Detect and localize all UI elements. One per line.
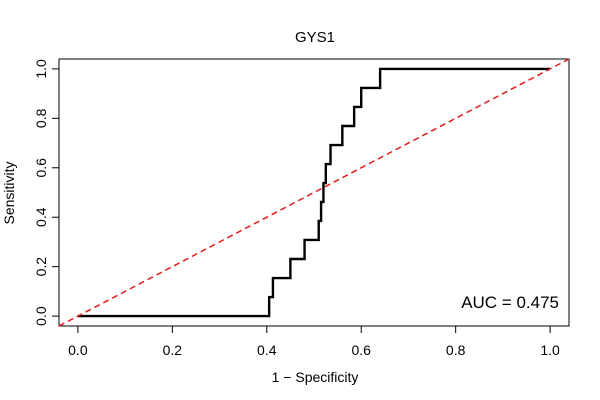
y-tick-label: 0.6: [33, 158, 49, 178]
y-tick-label: 0.4: [33, 207, 49, 227]
reference-diagonal-line: [58, 58, 570, 327]
x-tick-label: 0.4: [257, 342, 277, 358]
x-axis: 0.0 0.2 0.4 0.6 0.8 1.0: [68, 326, 560, 358]
plot-frame: [58, 58, 570, 327]
auc-annotation: AUC = 0.475: [461, 293, 559, 312]
x-axis-label: 1 − Specificity: [272, 369, 359, 385]
chart-title: GYS1: [295, 29, 335, 46]
x-tick-label: 0.2: [163, 342, 183, 358]
y-tick-label: 0.2: [33, 257, 49, 277]
y-axis: 0.0 0.2 0.4 0.6 0.8 1.0: [33, 59, 59, 326]
roc-curve-line: [77, 67, 551, 318]
y-axis-label: Sensitivity: [1, 161, 17, 224]
x-tick-label: 0.6: [351, 342, 371, 358]
y-tick-label: 0.8: [33, 108, 49, 128]
series-layer: [58, 58, 570, 327]
x-tick-label: 1.0: [540, 342, 560, 358]
y-tick-label: 0.0: [33, 306, 49, 326]
y-tick-label: 1.0: [33, 59, 49, 79]
x-tick-label: 0.0: [68, 342, 88, 358]
x-tick-label: 0.8: [446, 342, 466, 358]
